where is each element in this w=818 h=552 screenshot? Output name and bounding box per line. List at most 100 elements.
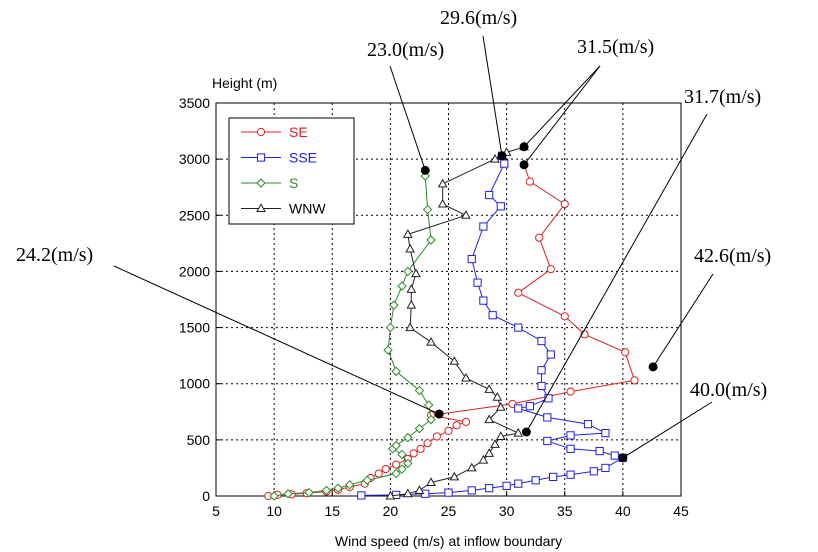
callout-leader	[622, 401, 713, 459]
data-point-marker	[383, 345, 393, 355]
data-point-marker	[601, 463, 610, 473]
callouts: 23.0(m/s) 29.6(m/s) 31.5(m/s) 31.7(m/s) 24.2…	[16, 7, 771, 463]
callout-label: 29.6(m/s)	[440, 7, 517, 29]
data-point-marker	[402, 229, 413, 238]
data-point-marker	[535, 233, 544, 242]
callout-leader	[523, 65, 601, 148]
x-tick-label: 30	[499, 503, 515, 519]
x-tick-label: 35	[557, 503, 573, 519]
data-point-marker	[444, 488, 453, 497]
data-point-marker	[449, 356, 460, 365]
data-point-marker	[467, 254, 476, 264]
data-point-marker	[473, 278, 482, 287]
data-point-marker	[546, 350, 555, 359]
data-point-marker	[406, 284, 417, 293]
callout-label: 31.5(m/s)	[577, 36, 654, 58]
data-point-marker	[546, 265, 555, 274]
data-point-marker	[392, 460, 401, 469]
data-point-marker	[403, 266, 413, 277]
data-point-marker	[444, 426, 453, 435]
data-point-marker	[403, 458, 413, 469]
callout-leader	[389, 65, 426, 171]
data-point-marker	[411, 268, 421, 278]
data-point-marker	[385, 490, 396, 500]
data-point-marker	[423, 439, 432, 448]
legend: SE SSE S WNW	[228, 117, 355, 225]
data-point-marker	[566, 431, 575, 440]
callout-dot	[648, 362, 658, 372]
callout-dot	[434, 409, 444, 419]
callout-label: 24.2(m/s)	[16, 244, 93, 266]
data-point-marker	[385, 322, 396, 333]
callout-dot	[519, 160, 529, 170]
data-point-marker	[357, 491, 366, 500]
data-point-marker	[397, 281, 407, 291]
data-point-marker	[514, 323, 523, 332]
data-point-marker	[426, 414, 436, 425]
data-point-marker	[321, 485, 332, 496]
x-tick-label: 10	[266, 503, 282, 519]
callout-dot	[497, 151, 507, 161]
data-point-marker	[403, 432, 413, 443]
data-point-marker	[531, 476, 540, 485]
data-point-marker	[485, 484, 494, 493]
callout-leader	[652, 273, 714, 368]
data-point-marker	[405, 243, 415, 253]
data-point-marker	[466, 462, 477, 472]
series-s	[269, 165, 436, 501]
y-tick-label: 3500	[179, 95, 210, 111]
callout-leader	[525, 113, 708, 433]
data-point-marker	[490, 153, 500, 163]
data-point-marker	[414, 485, 425, 494]
data-point-marker	[402, 488, 413, 498]
legend-label-wnw: WNW	[289, 201, 326, 217]
data-point-marker	[610, 451, 619, 460]
data-point-marker	[514, 404, 523, 413]
y-tick-label: 1500	[179, 320, 210, 336]
data-point-marker	[461, 210, 471, 219]
data-point-marker	[461, 417, 471, 426]
data-point-marker	[406, 299, 417, 309]
data-point-marker	[414, 423, 425, 434]
data-point-marker	[426, 336, 436, 346]
callout-label: 40.0(m/s)	[690, 379, 767, 401]
x-tick-label: 45	[673, 503, 689, 519]
data-point-marker	[537, 381, 546, 391]
data-point-marker	[514, 479, 523, 488]
data-point-marker	[566, 444, 575, 453]
data-point-marker	[256, 127, 266, 137]
legend-box	[228, 117, 355, 225]
data-point-marker	[525, 177, 534, 186]
data-point-marker	[389, 300, 399, 310]
data-point-marker	[256, 153, 266, 162]
data-point-marker	[583, 420, 593, 429]
data-point-marker	[426, 477, 436, 487]
data-point-marker	[502, 481, 511, 490]
data-point-marker	[490, 439, 500, 448]
callout-leader	[482, 35, 503, 156]
data-point-marker	[495, 402, 506, 411]
y-tick-label: 2500	[179, 207, 210, 223]
x-tick-label: 40	[615, 503, 631, 519]
x-axis-label: Wind speed (m/s) at inflow boundary	[335, 533, 562, 549]
data-point-marker	[479, 296, 488, 305]
data-point-marker	[488, 311, 497, 320]
series-wnw	[385, 141, 529, 500]
data-point-marker	[537, 366, 546, 375]
x-tick-label: 15	[324, 503, 340, 519]
data-point-marker	[414, 385, 425, 396]
data-point-marker	[595, 446, 604, 456]
data-point-marker	[478, 454, 489, 464]
data-point-marker	[485, 190, 494, 200]
data-point-marker	[362, 475, 372, 485]
data-point-marker	[495, 431, 506, 440]
data-point-marker	[566, 470, 575, 479]
axis-ticks: 5 10 15 20 25 30 35 40 45 0 500 1000 1500 2000 2500 300…	[179, 95, 689, 519]
data-point-marker	[391, 468, 401, 479]
data-point-marker	[479, 222, 488, 231]
data-point-marker	[589, 467, 598, 476]
y-tick-label: 1000	[179, 376, 210, 392]
data-point-marker	[514, 288, 523, 297]
